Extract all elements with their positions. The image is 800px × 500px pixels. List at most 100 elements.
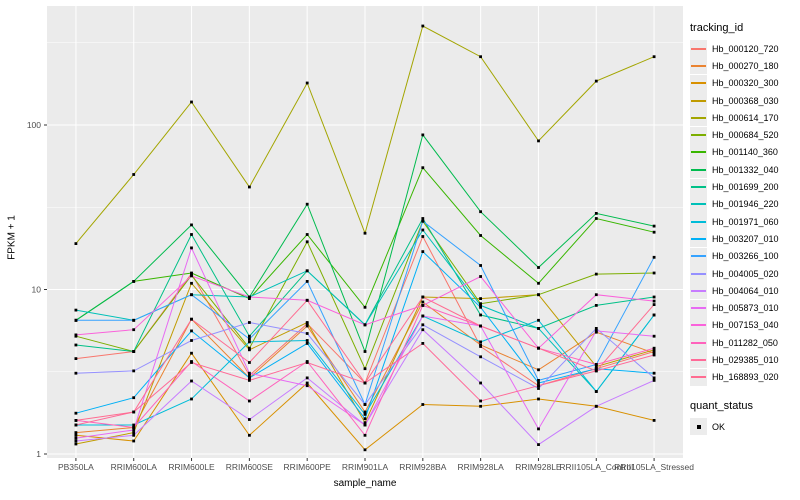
legend-item: Hb_004005_020 xyxy=(690,265,800,282)
legend-item: Hb_029385_010 xyxy=(690,351,800,369)
data-point xyxy=(363,433,367,437)
x-tick-label: RRIM600SE xyxy=(226,462,274,472)
y-tick-label: 100 xyxy=(27,120,41,130)
data-point xyxy=(248,418,251,421)
data-point xyxy=(305,342,309,345)
data-point xyxy=(190,100,193,104)
data-point xyxy=(363,323,367,327)
data-point xyxy=(305,298,309,302)
legend-item-label: Hb_011282_050 xyxy=(712,337,778,348)
legend-item-label: Hb_000368_030 xyxy=(712,95,779,106)
data-point xyxy=(594,212,598,215)
data-point xyxy=(537,293,540,297)
data-point xyxy=(190,329,193,333)
data-point xyxy=(363,305,367,309)
data-point xyxy=(421,323,425,327)
data-point xyxy=(363,231,367,235)
data-point xyxy=(248,334,251,338)
legend-key-line-icon xyxy=(690,351,707,369)
legend-item: Hb_000270_180 xyxy=(690,57,800,75)
series-points xyxy=(74,295,656,422)
data-point xyxy=(594,365,598,368)
data-point xyxy=(190,351,193,355)
data-point xyxy=(248,379,251,382)
legend-item-label: Hb_004005_020 xyxy=(712,268,779,279)
legend-key-line-icon xyxy=(690,57,707,75)
data-point xyxy=(132,328,136,332)
quant-status-legend: quant_status OK xyxy=(690,400,800,436)
data-point xyxy=(132,433,136,437)
data-point xyxy=(248,295,251,299)
data-point xyxy=(594,293,598,297)
legend-item-label: Hb_000614_170 xyxy=(712,112,779,123)
data-point xyxy=(132,280,136,283)
legend-item-label: Hb_168893_020 xyxy=(712,372,779,383)
data-point xyxy=(479,304,482,307)
x-tick-label: RRIM901LA xyxy=(342,462,389,472)
legend-item: Hb_001971_060 xyxy=(690,213,800,231)
data-point xyxy=(305,81,309,85)
legend-key-line-icon xyxy=(690,334,707,352)
data-point xyxy=(305,384,309,388)
data-point xyxy=(594,329,598,333)
data-point xyxy=(305,324,309,328)
legend-item-label: Hb_000270_180 xyxy=(712,60,779,71)
data-point xyxy=(74,357,78,360)
data-point xyxy=(537,387,540,390)
data-point xyxy=(248,374,251,377)
data-point xyxy=(479,210,482,214)
data-point xyxy=(305,321,309,324)
legend: tracking_id Hb_000120_720 Hb_000270_180 Hb… xyxy=(690,22,800,436)
black-square-key-icon xyxy=(690,418,707,436)
legend-item-label: Hb_001140_360 xyxy=(712,147,778,158)
legend-key-line-icon xyxy=(690,178,707,196)
legend-key-line-icon xyxy=(690,282,707,300)
data-point xyxy=(421,295,425,299)
data-point xyxy=(479,381,482,385)
data-point xyxy=(363,403,367,406)
data-point xyxy=(652,299,656,303)
x-tick-label: RRIM600PE xyxy=(284,462,332,472)
series-points xyxy=(74,24,656,452)
data-point xyxy=(305,269,309,273)
series-points xyxy=(74,321,656,406)
legend-key-line-icon xyxy=(690,213,707,231)
data-point xyxy=(479,275,482,278)
legend-item-label: Hb_000120_720 xyxy=(712,43,779,54)
data-point xyxy=(652,350,656,353)
axis-ticks xyxy=(44,124,655,461)
data-point xyxy=(594,390,598,393)
data-point xyxy=(132,318,136,322)
data-point xyxy=(248,376,251,380)
data-point xyxy=(190,281,193,285)
legend-item: Hb_001332_040 xyxy=(690,161,800,179)
data-point xyxy=(421,166,425,170)
x-tick-label: RRIM928LA xyxy=(457,462,504,472)
legend-item-label: Hb_003266_100 xyxy=(712,251,779,262)
data-point xyxy=(190,317,193,321)
legend-key-line-icon xyxy=(690,109,707,127)
data-point xyxy=(190,271,193,275)
legend-item-label: Hb_004064_010 xyxy=(712,285,779,296)
data-point xyxy=(190,339,193,342)
data-point xyxy=(652,224,656,228)
data-point xyxy=(248,340,251,344)
data-point xyxy=(479,343,482,347)
data-point xyxy=(74,411,78,415)
data-point xyxy=(421,219,425,223)
data-point xyxy=(479,264,482,267)
data-point xyxy=(594,404,598,408)
legend-key-line-icon xyxy=(690,195,707,213)
data-point xyxy=(305,381,309,385)
data-point xyxy=(74,431,78,434)
data-point xyxy=(74,318,78,322)
data-point xyxy=(594,79,598,83)
data-point xyxy=(421,228,425,232)
legend-item: Hb_000120_720 xyxy=(690,40,800,58)
legend-item: Hb_003266_100 xyxy=(690,247,800,265)
data-point xyxy=(132,439,136,443)
data-point xyxy=(74,433,78,437)
x-tick-label: RRII105LA_Control xyxy=(559,462,633,472)
data-point xyxy=(190,223,193,227)
series-points xyxy=(74,166,656,322)
